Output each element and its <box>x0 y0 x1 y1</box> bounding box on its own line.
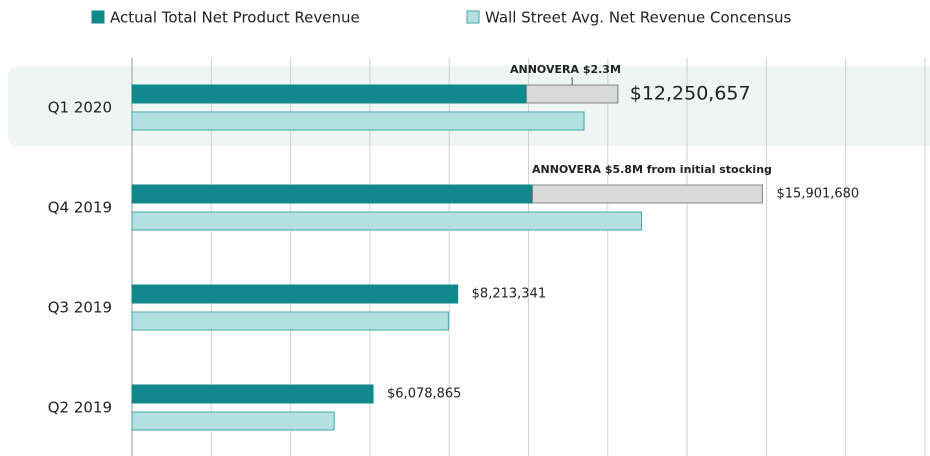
bar <box>131 311 449 331</box>
annotation-segment <box>532 184 764 204</box>
legend-swatch <box>91 10 105 24</box>
bar <box>131 384 374 404</box>
bar <box>131 411 335 431</box>
category-label: Q4 2019 <box>48 199 112 217</box>
bar <box>131 284 459 304</box>
annotation-segment <box>526 84 619 104</box>
value-label: $8,213,341 <box>472 287 546 302</box>
legend-label: Wall Street Avg. Net Revenue Concensus <box>485 9 791 27</box>
bar <box>131 111 585 131</box>
category-label: Q3 2019 <box>48 299 112 317</box>
legend-swatch <box>466 10 480 24</box>
value-label: $12,250,657 <box>630 83 751 105</box>
bar <box>131 211 643 231</box>
annotation-label: ANNOVERA $5.8M from initial stocking <box>532 163 772 176</box>
value-label: $15,901,680 <box>777 187 860 202</box>
value-label: $6,078,865 <box>387 387 461 402</box>
category-label: Q2 2019 <box>48 399 112 417</box>
legend-label: Actual Total Net Product Revenue <box>110 9 360 27</box>
highlight-band <box>8 66 930 146</box>
category-label: Q1 2020 <box>48 99 112 117</box>
annotation-label: ANNOVERA $2.3M <box>510 63 621 76</box>
